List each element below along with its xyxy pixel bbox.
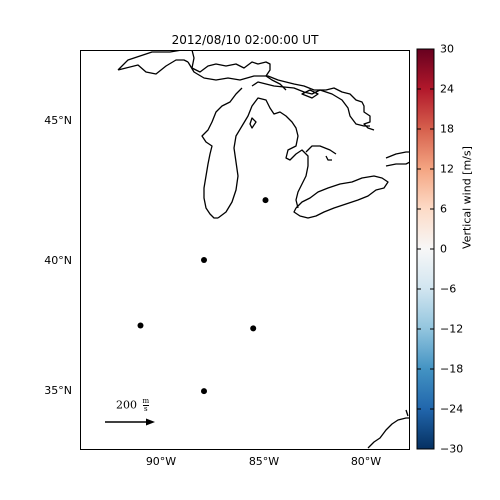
quiver-key-arrow bbox=[105, 418, 155, 426]
station-marker bbox=[201, 388, 207, 395]
lon-tick-label: 90°W bbox=[145, 455, 177, 468]
colorbar-label: Vertical wind [m/s] bbox=[460, 146, 474, 249]
map-area bbox=[80, 50, 410, 450]
lon-tick-label: 85°W bbox=[248, 455, 280, 468]
lat-tick-label: 45°N bbox=[44, 114, 72, 127]
lower-michigan-coastline bbox=[217, 97, 309, 219]
colorbar bbox=[416, 48, 435, 450]
lake-huron-upper-shore bbox=[251, 81, 370, 127]
colorbar-tick-label: 18 bbox=[440, 122, 454, 136]
map-border bbox=[80, 50, 410, 450]
colorbar-tick-label: 30 bbox=[440, 42, 454, 56]
lake-erie-coastline bbox=[293, 175, 389, 219]
quiver-key-value: 200 bbox=[116, 398, 137, 412]
colorbar-tick-label: 12 bbox=[440, 162, 454, 176]
colorbar-tick-label: −18 bbox=[440, 362, 464, 376]
station-marker bbox=[201, 257, 207, 263]
colorbar-tick-label: 6 bbox=[440, 202, 447, 216]
station-marker bbox=[137, 322, 144, 329]
colorbar-tick-label: −24 bbox=[440, 402, 464, 416]
map-title: 2012/08/10 02:00:00 UT bbox=[171, 33, 319, 47]
colorbar-tick-label: −30 bbox=[440, 442, 464, 456]
lon-tick-label: 80°W bbox=[350, 455, 382, 468]
lake-ontario-shore bbox=[385, 151, 410, 167]
colorbar-tick-label: −6 bbox=[440, 282, 457, 296]
quiver-key-label: 200 m s bbox=[116, 397, 150, 413]
georgian-bay-shore bbox=[305, 145, 337, 161]
atlantic-coast bbox=[367, 409, 410, 449]
colorbar-tick-label: 0 bbox=[440, 242, 447, 256]
lake-superior-coastline bbox=[117, 50, 287, 91]
quiver-key-unit-den: s bbox=[144, 405, 148, 413]
colorbar-tick-label: 24 bbox=[440, 82, 454, 96]
lat-tick-label: 40°N bbox=[44, 254, 72, 267]
quiver-key-unit-num: m bbox=[142, 397, 150, 406]
lat-tick-label: 35°N bbox=[44, 384, 72, 397]
upper-peninsula-coastline bbox=[187, 61, 375, 131]
lake-michigan-western-shore bbox=[201, 87, 243, 219]
colorbar-tick-label: −12 bbox=[440, 322, 464, 336]
station-marker bbox=[250, 325, 257, 332]
station-marker bbox=[262, 197, 269, 204]
mackinac-islands bbox=[249, 89, 319, 129]
